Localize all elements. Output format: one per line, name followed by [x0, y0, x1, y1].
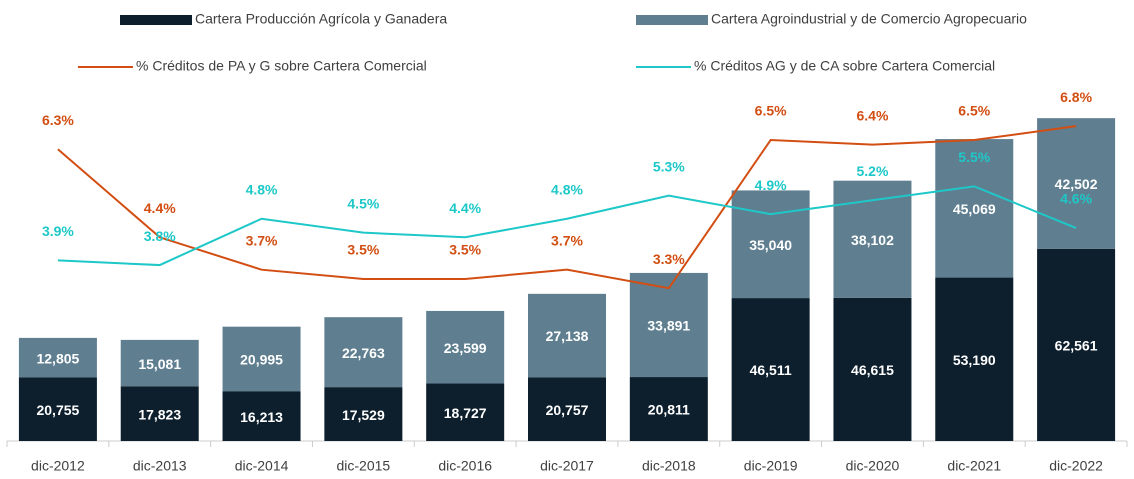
bar: [935, 277, 1014, 441]
legend-swatch: [120, 15, 192, 25]
bar: [120, 339, 199, 387]
bar: [222, 326, 301, 392]
bar: [629, 377, 708, 441]
point-label: 3.9%: [42, 223, 74, 239]
point-label: 6.3%: [42, 112, 74, 128]
bar-label: 46,511: [750, 362, 792, 378]
bar: [528, 377, 606, 441]
point-label: 4.8%: [551, 181, 583, 197]
x-tick-label: dic-2022: [1049, 458, 1103, 474]
point-label: 4.9%: [755, 177, 787, 193]
bar-label: 20,811: [648, 402, 690, 418]
legend-label: % Créditos de PA y G sobre Cartera Comer…: [136, 58, 427, 74]
bar: [528, 293, 606, 378]
bar-label: 17,823: [138, 406, 181, 422]
x-tick-label: dic-2012: [31, 458, 85, 474]
x-tick-label: dic-2014: [235, 458, 289, 474]
x-tick-label: dic-2020: [846, 458, 900, 474]
bar-label: 45,069: [953, 201, 996, 217]
x-tick-label: dic-2015: [337, 458, 391, 474]
point-label: 3.7%: [246, 232, 278, 248]
bar-label: 20,995: [240, 352, 283, 368]
line: [57, 185, 1077, 267]
bar-label: 17,529: [342, 407, 385, 423]
bar: [120, 386, 199, 441]
point-label: 4.6%: [1060, 191, 1092, 207]
bar-label: 35,040: [749, 237, 792, 253]
point-label: 6.8%: [1060, 89, 1092, 105]
bar-label: 23,599: [444, 340, 487, 356]
x-tick-label: dic-2019: [744, 458, 798, 474]
bar: [426, 310, 505, 384]
bar-label: 18,727: [444, 405, 487, 421]
bar-label: 38,102: [851, 232, 894, 248]
bar-label: 16,213: [240, 409, 283, 425]
point-label: 6.4%: [856, 107, 888, 123]
bar: [935, 139, 1014, 278]
point-label: 6.5%: [958, 103, 990, 119]
point-label: 6.5%: [755, 103, 787, 119]
x-tick-label: dic-2017: [540, 458, 594, 474]
point-label: 5.5%: [958, 149, 990, 165]
x-tick-label: dic-2021: [947, 458, 1001, 474]
legend-label: % Créditos AG y de CA sobre Cartera Come…: [694, 58, 995, 74]
bar-label: 33,891: [647, 318, 690, 334]
bar: [426, 383, 505, 441]
bar: [222, 391, 301, 441]
point-label: 5.3%: [653, 158, 685, 174]
bar-label: 15,081: [138, 356, 181, 372]
bar-label: 20,755: [36, 402, 79, 418]
x-tick-label: dic-2016: [438, 458, 492, 474]
point-label: 4.4%: [144, 200, 176, 216]
bar-label: 42,502: [1055, 176, 1098, 192]
bar: [731, 298, 810, 441]
bar: [731, 190, 810, 299]
point-label: 5.2%: [856, 163, 888, 179]
point-label: 3.7%: [551, 232, 583, 248]
point-label: 3.3%: [653, 251, 685, 267]
bar-label: 53,190: [953, 352, 996, 368]
line: [57, 125, 1077, 290]
point-label: 4.4%: [449, 200, 481, 216]
bar-label: 27,138: [546, 328, 589, 344]
point-label: 3.5%: [347, 242, 379, 258]
point-label: 3.8%: [144, 228, 176, 244]
bar: [18, 337, 97, 378]
bar-label: 62,561: [1055, 338, 1098, 354]
legend-label: Cartera Agroindustrial y de Comercio Agr…: [711, 11, 1027, 27]
bar: [324, 317, 403, 388]
legend-swatch: [636, 15, 708, 25]
bar: [324, 387, 403, 441]
bar-label: 12,805: [36, 350, 79, 366]
x-tick-label: dic-2013: [133, 458, 187, 474]
bar: [629, 272, 708, 378]
bar-label: 22,763: [342, 345, 385, 361]
point-label: 4.5%: [347, 195, 379, 211]
bar: [1037, 248, 1116, 441]
point-label: 4.8%: [246, 181, 278, 197]
bar-label: 46,615: [851, 362, 894, 378]
legend-label: Cartera Producción Agrícola y Ganadera: [195, 11, 447, 27]
bar: [18, 377, 97, 441]
bar-label: 20,757: [546, 402, 589, 418]
x-tick-label: dic-2018: [642, 458, 696, 474]
bar: [833, 297, 912, 441]
point-label: 3.5%: [449, 242, 481, 258]
